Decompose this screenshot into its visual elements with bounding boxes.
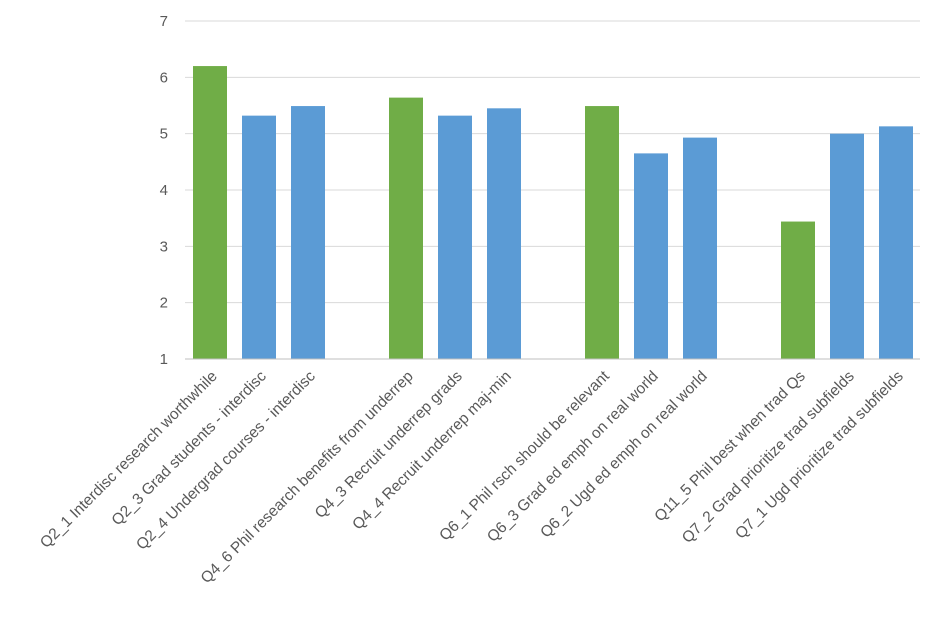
bar-4-1 [781,221,815,359]
y-tick-label: 6 [160,69,168,86]
bars [193,66,913,360]
x-tick-label: Q7_2 Grad prioritize trad subfields [679,368,858,547]
bar-1-1 [193,66,227,360]
y-tick-label: 7 [160,13,168,30]
bar-2-2 [438,115,472,359]
y-tick-label: 3 [160,238,168,255]
y-tick-label: 1 [160,351,168,368]
bar-4-3 [879,126,913,360]
x-tick-label: Q2_4 Undergrad courses - interdisc [133,368,319,554]
y-tick-label: 4 [160,182,168,199]
x-tick-label: Q2_1 Interdisc research worthwhile [37,368,221,552]
x-tick-label: Q6_1 Phil rsch should be relevant [436,367,613,544]
y-tick-label: 5 [160,126,168,143]
bar-1-3 [291,106,325,360]
bar-1-2 [242,115,276,359]
y-tick-label: 2 [160,295,168,312]
tick-labels: 1 2 3 4 5 6 7 Q2_1 Interdisc research worthwhil… [37,13,907,587]
bar-3-3 [683,137,717,359]
bar-2-3 [487,108,521,359]
bar-3-2 [634,153,668,359]
bar-3-1 [585,106,619,360]
bar-4-2 [830,133,864,359]
bar-2-1 [389,97,423,359]
